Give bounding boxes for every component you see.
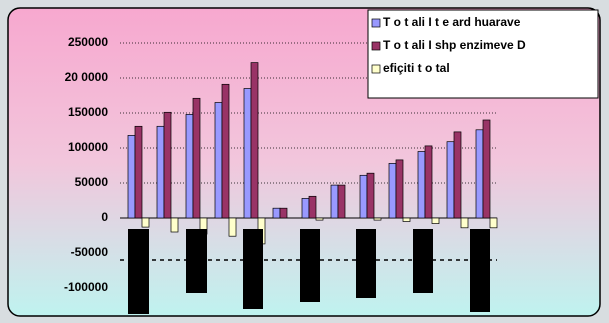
bar <box>163 111 172 219</box>
legend-swatch <box>371 41 381 51</box>
bar <box>228 217 237 237</box>
bar <box>337 184 346 219</box>
bar <box>431 217 440 224</box>
bar <box>170 217 179 233</box>
bar <box>330 184 339 219</box>
bar <box>359 174 368 219</box>
bar <box>446 141 455 219</box>
bar <box>134 125 143 219</box>
bar <box>141 217 150 228</box>
bar <box>243 88 252 219</box>
y-tick-label: 250000 <box>68 35 108 49</box>
bar <box>395 159 404 219</box>
bar <box>250 62 259 219</box>
block <box>413 229 433 293</box>
legend-label: efiçiti t o tal <box>383 61 450 75</box>
bar <box>156 125 165 219</box>
y-tick-label: 20 0000 <box>65 70 109 84</box>
bar <box>402 217 411 222</box>
block <box>186 229 207 293</box>
legend-swatch <box>371 18 381 28</box>
legend-box <box>367 9 599 99</box>
y-tick-label: 150000 <box>68 105 108 119</box>
bar <box>192 97 201 219</box>
bar <box>424 145 433 219</box>
y-tick-label: 100000 <box>68 140 108 154</box>
bar <box>482 119 491 219</box>
bar <box>272 207 281 219</box>
bar <box>315 217 324 221</box>
y-tick-label: -50000 <box>71 245 109 259</box>
block <box>356 229 376 298</box>
bar <box>221 83 230 219</box>
y-tick-label: 50000 <box>75 175 109 189</box>
block <box>243 229 263 309</box>
bar <box>127 135 136 219</box>
bar <box>308 195 317 219</box>
bar <box>373 217 382 221</box>
bar <box>460 217 469 229</box>
block <box>128 229 149 314</box>
legend-label: T o t ali I shp enzimeve D <box>383 38 526 52</box>
bar <box>489 217 498 229</box>
bar <box>388 163 397 219</box>
bar <box>453 131 462 219</box>
plot-area <box>120 42 498 245</box>
bar <box>185 114 194 219</box>
bar <box>366 172 375 219</box>
bar <box>279 207 288 219</box>
block <box>300 229 320 302</box>
bar <box>301 198 310 219</box>
legend-swatch <box>371 64 381 74</box>
y-tick-label: 0 <box>101 210 108 224</box>
y-tick-label: -100000 <box>64 280 108 294</box>
overlay-blocks <box>128 229 490 314</box>
legend-label: T o t ali I t e ard huarave <box>383 15 521 29</box>
bar <box>475 129 484 219</box>
bar <box>417 151 426 219</box>
bar <box>214 102 223 219</box>
block <box>470 229 490 312</box>
